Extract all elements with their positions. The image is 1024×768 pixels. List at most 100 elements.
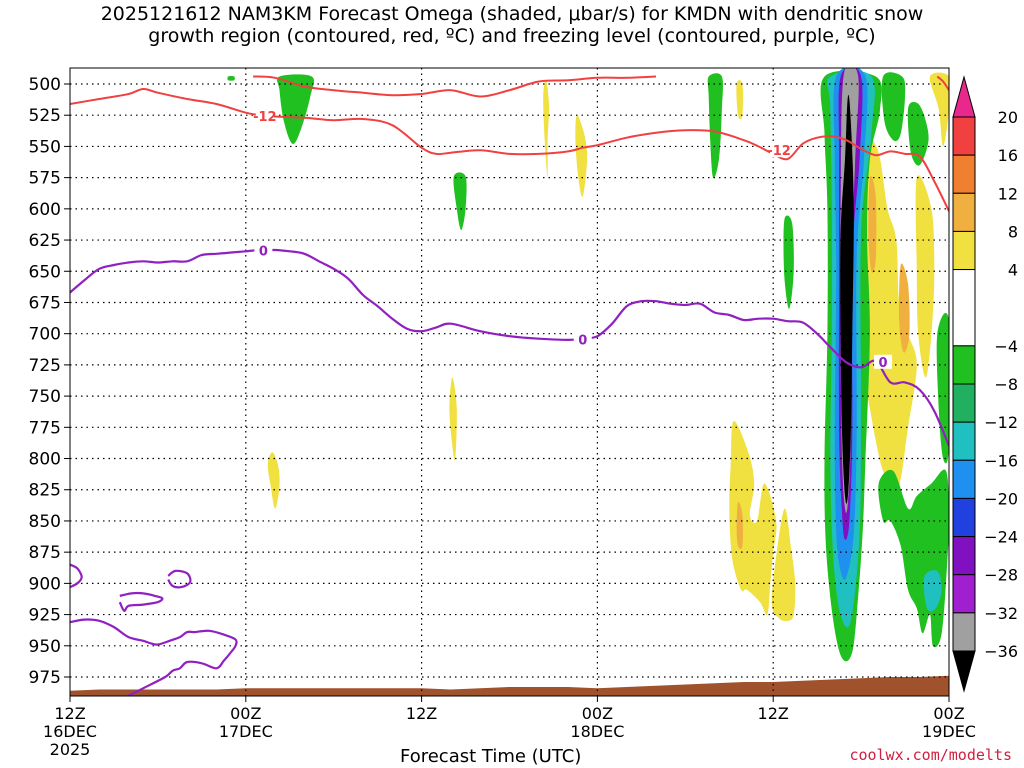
y-tick-label-950: 950 — [29, 637, 61, 657]
dgz-label-2: -12 — [767, 144, 791, 159]
freezing-isoline-2 — [167, 569, 192, 589]
x-tick-date-12: 17DEC — [219, 722, 273, 741]
colorbar-label-7: −12 — [984, 413, 1018, 432]
omega-area-yellow-hour-14 — [267, 452, 280, 509]
y-tick-label-525: 525 — [29, 106, 61, 126]
omega-area-orange-hour-46 — [736, 501, 743, 550]
y-tick-label-925: 925 — [29, 606, 61, 626]
freezing-isoline-3 — [70, 618, 238, 696]
colorbar-band-9 — [952, 459, 976, 499]
y-tick-label-775: 775 — [29, 418, 61, 438]
y-tick-label-675: 675 — [29, 293, 61, 313]
freezing-label-1-bg — [254, 243, 273, 258]
colorbar-band-2 — [952, 154, 976, 194]
omega-area-yellow-hour-26 — [449, 377, 457, 461]
x-tick-label-36: 00Z — [582, 704, 613, 723]
omega-area-green-hour-59-right — [936, 313, 949, 464]
freezing-isoline-1 — [118, 591, 164, 612]
freezing-label-2: 0 — [578, 333, 587, 348]
colorbar-band-8 — [952, 421, 976, 461]
x-tick-date-0: 16DEC — [43, 722, 97, 741]
colorbar-band-6 — [952, 345, 976, 385]
chart-title-line1: 2025121612 NAM3KM Forecast Omega (shaded… — [100, 3, 924, 25]
x-tick-label-24: 12Z — [406, 704, 437, 723]
x-tick-date-36: 18DEC — [570, 722, 624, 741]
x-tick-label-0: 12Z — [54, 704, 85, 723]
y-tick-label-575: 575 — [29, 169, 61, 189]
x-tick-label-48: 12Z — [758, 704, 789, 723]
colorbar-band-5 — [952, 269, 976, 347]
omega-area-green-hour-56 — [881, 72, 906, 142]
omega-area-yellow-hour-59-top — [929, 72, 949, 147]
omega-area-yellow-hour-35 — [575, 115, 588, 197]
omega-area-green-upper-left — [227, 76, 235, 81]
colorbar-band-13 — [952, 612, 976, 652]
freezing-label-3-bg — [874, 354, 893, 369]
colorbar-label-0: 20 — [998, 108, 1018, 127]
footer-credit: coolwx.com/modelts — [849, 746, 1012, 764]
colorbar-label-9: −20 — [984, 489, 1018, 508]
colorbar-band-4 — [952, 230, 976, 271]
freezing-label-1: 0 — [259, 245, 268, 260]
y-tick-label-650: 650 — [29, 262, 61, 282]
y-tick-label-600: 600 — [29, 200, 61, 220]
y-tick-label-550: 550 — [29, 137, 61, 157]
y-tick-label-625: 625 — [29, 231, 61, 251]
colorbar-label-1: 16 — [998, 146, 1018, 165]
chart-title-line2: growth region (contoured, red, ºC) and f… — [148, 25, 876, 47]
omega-area-green-hour-49 — [783, 215, 794, 309]
dgz-label-1: -12 — [253, 110, 277, 125]
colorbar-label-2: 12 — [998, 184, 1018, 203]
colorbar-label-10: −24 — [984, 528, 1018, 547]
x-tick-label-12: 00Z — [230, 704, 261, 723]
omega-area-yellow-hour-48-low — [771, 508, 796, 622]
omega-area-teal-lower-right — [923, 570, 942, 612]
dgz-contour-line — [70, 87, 949, 212]
plot-frame — [69, 67, 950, 697]
omega-area-green-near-13h — [276, 74, 315, 144]
omega-area-green-lower-right — [878, 469, 949, 648]
omega-area-green-near-24h — [453, 172, 467, 231]
y-tick-label-700: 700 — [29, 325, 61, 345]
y-tick-label-875: 875 — [29, 543, 61, 563]
freezing-level-contour — [70, 248, 949, 447]
x-axis-title: Forecast Time (UTC) — [400, 746, 582, 767]
omega-area-green-hour-43 — [707, 73, 723, 179]
y-tick-label-500: 500 — [29, 75, 61, 95]
y-tick-label-850: 850 — [29, 512, 61, 532]
colorbar-arrow-top — [952, 75, 976, 118]
x-tick-label-60: 00Z — [933, 704, 964, 723]
y-tick-label-900: 900 — [29, 574, 61, 594]
colorbar-label-12: −32 — [984, 604, 1018, 623]
omega-area-yellow-hour-46 — [736, 80, 744, 120]
omega-area-yellow-hour-58 — [915, 175, 935, 378]
colorbar-band-10 — [952, 497, 976, 538]
colorbar-band-1 — [952, 116, 976, 156]
colorbar-label-8: −16 — [984, 451, 1018, 470]
omega-area-green-hour-58-mid — [907, 102, 929, 166]
omega-area-black-core — [840, 94, 854, 504]
colorbar-band-11 — [952, 536, 976, 576]
colorbar-label-6: −8 — [994, 375, 1018, 394]
colorbar-label-13: −36 — [984, 642, 1018, 661]
dgz-right-segment — [936, 75, 949, 91]
dgz-upper-segment — [253, 75, 657, 98]
y-tick-label-975: 975 — [29, 668, 61, 688]
colorbar-arrow-bottom — [952, 650, 976, 693]
colorbar-label-5: −4 — [994, 337, 1018, 356]
colorbar-band-3 — [952, 192, 976, 232]
colorbar-band-7 — [952, 383, 976, 423]
omega-area-orange-hour-55 — [868, 175, 877, 273]
y-tick-label-725: 725 — [29, 356, 61, 376]
omega-area-yellow-hour-33 — [543, 80, 550, 178]
dgz-label-1-bg — [255, 108, 274, 123]
colorbar-band-12 — [952, 574, 976, 614]
freezing-isoline-0 — [70, 563, 83, 589]
colorbar-label-11: −28 — [984, 566, 1018, 585]
y-tick-label-825: 825 — [29, 481, 61, 501]
y-tick-label-800: 800 — [29, 450, 61, 470]
x-tick-year-0: 2025 — [50, 740, 91, 759]
y-tick-label-750: 750 — [29, 387, 61, 407]
dgz-label-2-bg — [770, 143, 789, 158]
